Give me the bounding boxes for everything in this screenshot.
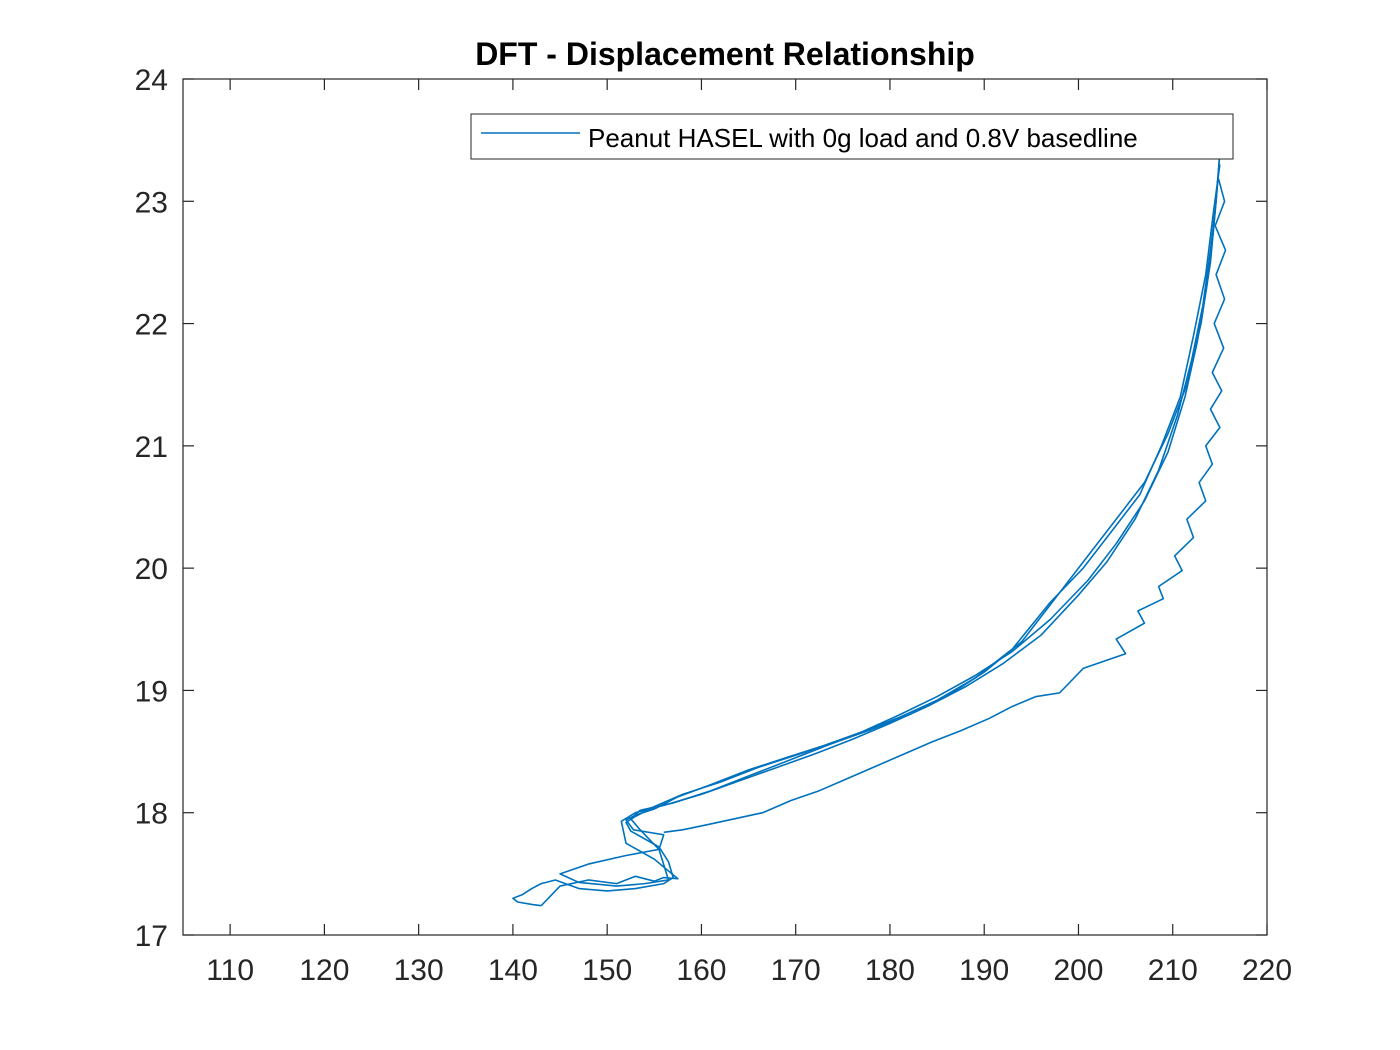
y-tick-label: 22 <box>135 309 168 342</box>
x-tick-label: 140 <box>488 954 538 987</box>
series-line-cycle-3 <box>629 176 1219 881</box>
y-tick-label: 24 <box>135 64 168 97</box>
x-tick-label: 120 <box>299 954 349 987</box>
series-0 <box>512 152 1227 907</box>
legend-label: Peanut HASEL with 0g load and 0.8V based… <box>588 123 1138 153</box>
series-line-cycle-1 <box>540 152 1221 907</box>
legend-box <box>470 113 1234 160</box>
x-tick-label: 200 <box>1053 954 1103 987</box>
x-tick-label: 110 <box>206 954 254 987</box>
x-tick-label: 190 <box>959 954 1009 987</box>
y-tick-label: 17 <box>135 920 168 953</box>
x-tick-label: 210 <box>1148 954 1198 987</box>
y-tick-label: 23 <box>135 186 168 219</box>
series-layer <box>512 152 1227 907</box>
x-tick-label: 150 <box>582 954 632 987</box>
y-axis-ticks: 17 18 19 20 21 22 23 24 <box>135 64 1267 953</box>
x-tick-label: 180 <box>865 954 915 987</box>
x-tick-label: 170 <box>771 954 821 987</box>
plot-area: 110 120 130 140 150 160 170 180 190 200 210 220 171… <box>135 64 1292 987</box>
y-tick-label: 19 <box>135 675 168 708</box>
legend: Peanut HASEL with 0g load and 0.8V based… <box>470 113 1234 160</box>
axes-box <box>182 78 1268 936</box>
y-tick-label: 21 <box>135 431 168 464</box>
x-tick-label: 220 <box>1242 954 1292 987</box>
series-line-cycle-2 <box>559 164 1221 887</box>
x-tick-label: 160 <box>676 954 726 987</box>
series-line-cycle-4 <box>663 176 1227 834</box>
y-tick-label: 20 <box>135 553 168 586</box>
x-axis-ticks: 110 120 130 140 150 160 170 180 190 200 210 220 <box>206 79 1292 987</box>
chart-title: DFT - Displacement Relationship <box>475 36 975 72</box>
y-tick-label: 18 <box>135 798 168 831</box>
x-tick-label: 130 <box>394 954 444 987</box>
